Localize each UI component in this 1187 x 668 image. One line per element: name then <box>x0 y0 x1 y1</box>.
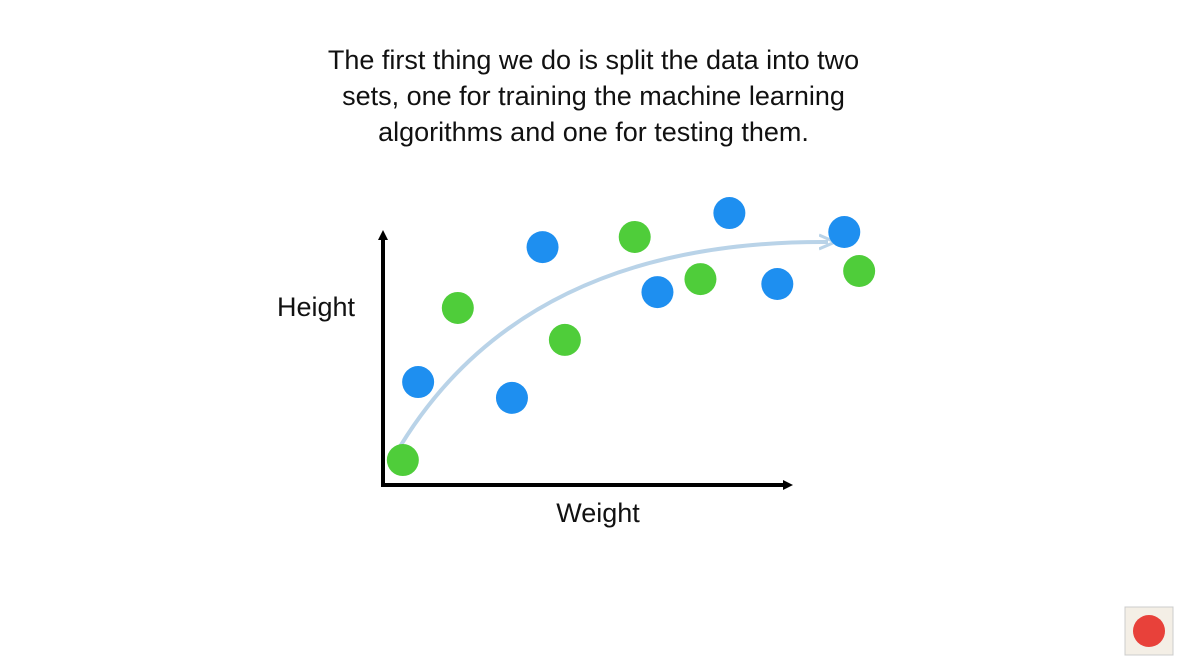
point <box>828 216 861 249</box>
point <box>386 444 419 477</box>
point <box>402 366 435 399</box>
point <box>618 220 651 253</box>
point <box>641 276 674 309</box>
y-axis-label: Height <box>277 292 356 322</box>
title-line: algorithms and one for testing them. <box>378 117 809 147</box>
title-line: The first thing we do is split the data … <box>327 45 860 75</box>
point <box>548 323 581 356</box>
point <box>713 197 746 230</box>
point <box>761 268 794 301</box>
point <box>441 291 474 324</box>
point <box>495 381 528 414</box>
point <box>843 255 876 288</box>
point <box>684 263 717 296</box>
x-axis-label: Weight <box>556 498 640 528</box>
point <box>526 231 559 264</box>
logo <box>1124 606 1174 656</box>
title: The first thing we do is split the data … <box>0 42 1187 150</box>
trend-arrow <box>393 242 828 457</box>
title-line: sets, one for training the machine learn… <box>342 81 845 111</box>
